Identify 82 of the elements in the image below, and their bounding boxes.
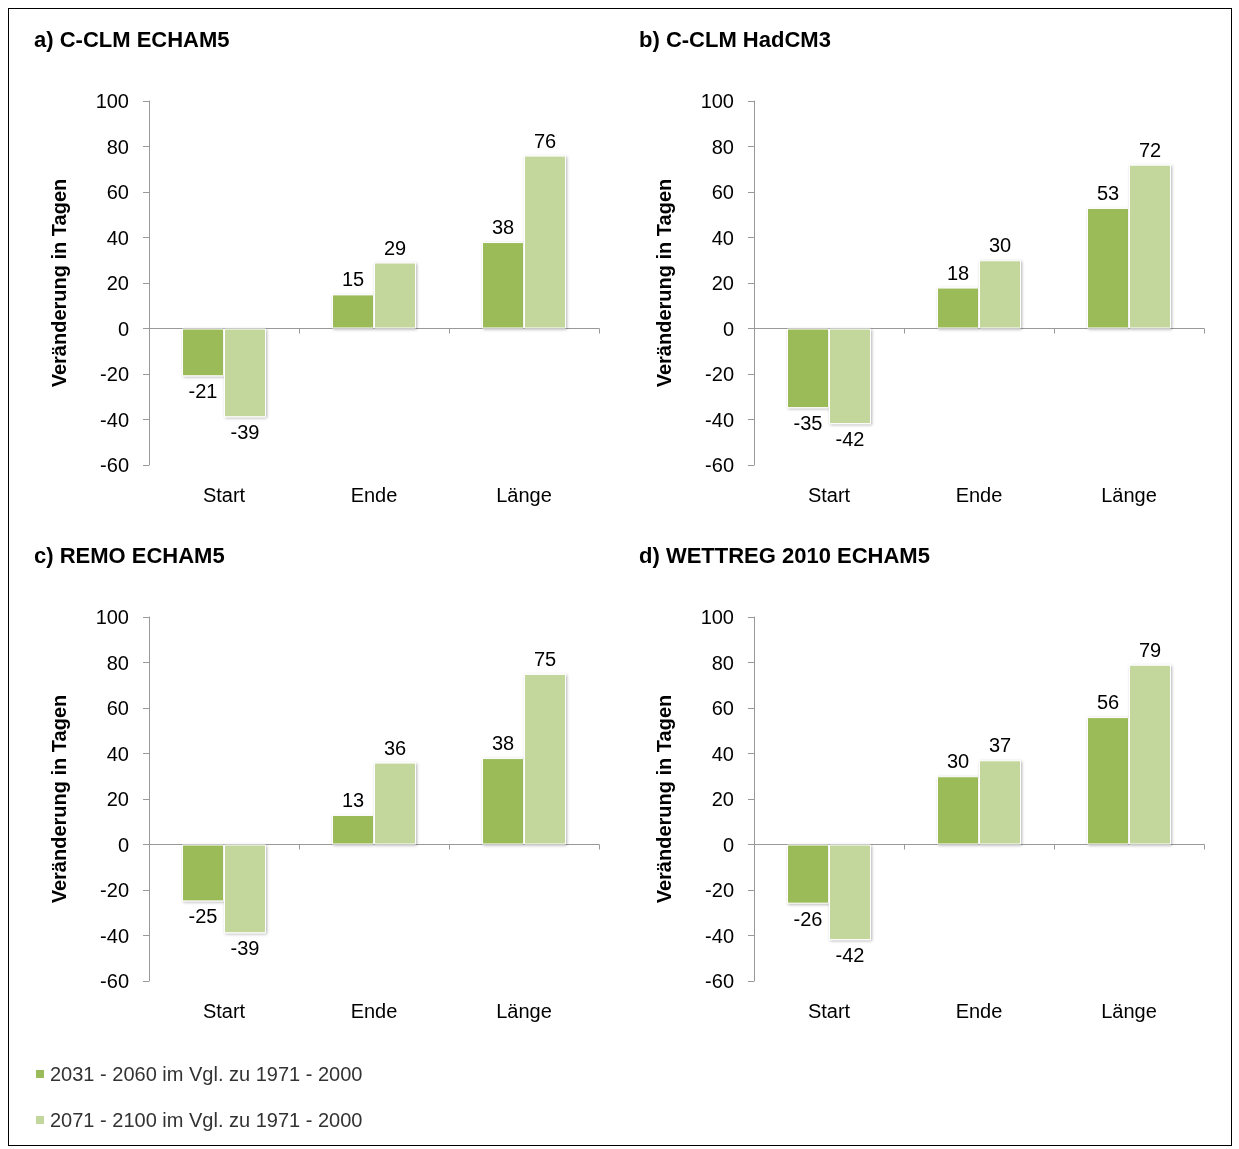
x-tick-label: Start: [202, 1000, 246, 1022]
data-label: 18: [946, 261, 970, 284]
data-label: -39: [230, 937, 260, 960]
chart-title: a) C-CLM ECHAM5: [34, 26, 230, 52]
y-tick-label: 100: [95, 90, 129, 112]
data-label: 13: [341, 788, 365, 811]
y-axis-title: Veränderung in Tagen: [48, 178, 70, 388]
data-label: 79: [1138, 638, 1162, 661]
data-label: 29: [383, 236, 407, 259]
data-label: 15: [341, 268, 365, 291]
y-tick-label: -40: [100, 408, 129, 431]
y-tick-label: -20: [705, 363, 734, 385]
y-tick-label: 40: [106, 226, 129, 249]
x-tick-label: Start: [807, 1000, 851, 1022]
y-tick-label: -20: [705, 879, 734, 901]
y-tick-label: -20: [100, 879, 129, 901]
y-tick-label: 60: [106, 697, 129, 719]
data-label: -42: [835, 428, 865, 451]
data-label: -39: [230, 421, 260, 444]
data-label: -35: [793, 412, 823, 435]
y-tick-label: -40: [705, 924, 734, 947]
y-tick-label: 40: [106, 742, 129, 765]
y-tick-label: 0: [722, 317, 734, 340]
y-tick-label: 100: [700, 606, 734, 628]
y-tick-label: 100: [700, 90, 734, 112]
data-label: -26: [793, 907, 823, 930]
legend-label: 2031 - 2060 im Vgl. zu 1971 - 2000: [50, 1063, 363, 1085]
y-tick-label: 40: [711, 226, 734, 249]
data-label: 76: [533, 129, 557, 152]
y-tick-label: -60: [705, 970, 734, 992]
y-tick-label: 20: [711, 272, 734, 294]
x-tick-label: Länge: [496, 484, 552, 506]
legend-label: 2071 - 2100 im Vgl. zu 1971 - 2000: [50, 1109, 363, 1131]
y-tick-label: 0: [117, 833, 129, 856]
y-tick-label: -60: [100, 970, 129, 992]
x-tick-label: Start: [202, 484, 246, 506]
chart-title: c) REMO ECHAM5: [34, 542, 225, 568]
y-tick-label: 80: [711, 135, 734, 158]
y-tick-label: 20: [711, 788, 734, 810]
data-label: 72: [1138, 138, 1162, 161]
data-label: -25: [188, 905, 218, 928]
chart-title: d) WETTREG 2010 ECHAM5: [639, 542, 930, 568]
y-tick-label: -60: [100, 454, 129, 476]
y-tick-label: 80: [711, 651, 734, 674]
y-tick-label: 60: [106, 181, 129, 203]
y-axis-title: Veränderung in Tagen: [48, 694, 70, 904]
y-axis-title: Veränderung in Tagen: [653, 694, 675, 904]
x-tick-label: Ende: [955, 484, 1003, 506]
x-tick-label: Ende: [350, 1000, 398, 1022]
y-tick-label: -60: [705, 454, 734, 476]
data-label: 56: [1096, 691, 1120, 714]
y-axis-title: Veränderung in Tagen: [653, 178, 675, 388]
y-tick-label: 0: [722, 833, 734, 856]
data-label: 38: [491, 216, 515, 239]
data-label: -42: [835, 944, 865, 967]
data-label: 37: [988, 734, 1012, 757]
x-tick-label: Länge: [1101, 484, 1157, 506]
x-tick-label: Ende: [955, 1000, 1003, 1022]
y-tick-label: 20: [106, 788, 129, 810]
y-tick-label: -20: [100, 363, 129, 385]
y-tick-label: 60: [711, 181, 734, 203]
data-label: -21: [188, 380, 218, 403]
chart-title: b) C-CLM HadCM3: [639, 26, 831, 52]
data-label: 36: [383, 736, 407, 759]
y-tick-label: 80: [106, 135, 129, 158]
x-tick-label: Ende: [350, 484, 398, 506]
y-tick-label: 0: [117, 317, 129, 340]
y-tick-label: 40: [711, 742, 734, 765]
x-tick-label: Länge: [496, 1000, 552, 1022]
data-label: 75: [533, 647, 557, 670]
y-tick-label: -40: [100, 924, 129, 947]
data-label: 38: [491, 732, 515, 755]
data-label: 30: [988, 234, 1012, 257]
y-tick-label: 20: [106, 272, 129, 294]
y-tick-label: 100: [95, 606, 129, 628]
y-tick-label: 60: [711, 697, 734, 719]
x-tick-label: Länge: [1101, 1000, 1157, 1022]
x-tick-label: Start: [807, 484, 851, 506]
y-tick-label: -40: [705, 408, 734, 431]
data-label: 53: [1096, 181, 1120, 204]
data-label: 30: [946, 750, 970, 773]
y-tick-label: 80: [106, 651, 129, 674]
